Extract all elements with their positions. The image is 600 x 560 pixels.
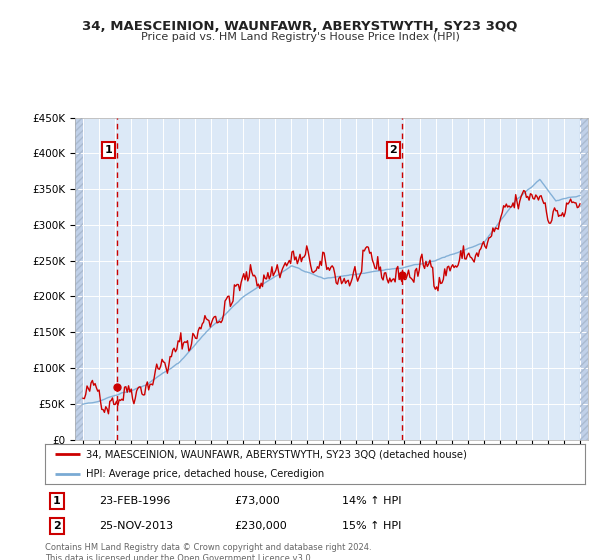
Text: 2: 2	[53, 521, 61, 531]
Text: £73,000: £73,000	[234, 496, 280, 506]
Text: 1: 1	[105, 145, 113, 155]
Bar	[580, 118, 588, 440]
Text: Price paid vs. HM Land Registry's House Price Index (HPI): Price paid vs. HM Land Registry's House …	[140, 32, 460, 43]
Bar	[75, 118, 83, 440]
Text: £230,000: £230,000	[234, 521, 287, 531]
Text: 34, MAESCEINION, WAUNFAWR, ABERYSTWYTH, SY23 3QQ (detached house): 34, MAESCEINION, WAUNFAWR, ABERYSTWYTH, …	[86, 449, 466, 459]
Text: 25-NOV-2013: 25-NOV-2013	[99, 521, 173, 531]
Text: 15% ↑ HPI: 15% ↑ HPI	[342, 521, 401, 531]
Text: HPI: Average price, detached house, Ceredigion: HPI: Average price, detached house, Cere…	[86, 469, 324, 479]
Text: 34, MAESCEINION, WAUNFAWR, ABERYSTWYTH, SY23 3QQ: 34, MAESCEINION, WAUNFAWR, ABERYSTWYTH, …	[82, 20, 518, 32]
Text: 23-FEB-1996: 23-FEB-1996	[99, 496, 170, 506]
Text: Contains HM Land Registry data © Crown copyright and database right 2024.
This d: Contains HM Land Registry data © Crown c…	[45, 543, 371, 560]
Bar	[580, 118, 588, 440]
Bar	[75, 118, 83, 440]
Text: 2: 2	[389, 145, 397, 155]
Text: 14% ↑ HPI: 14% ↑ HPI	[342, 496, 401, 506]
Text: 1: 1	[53, 496, 61, 506]
